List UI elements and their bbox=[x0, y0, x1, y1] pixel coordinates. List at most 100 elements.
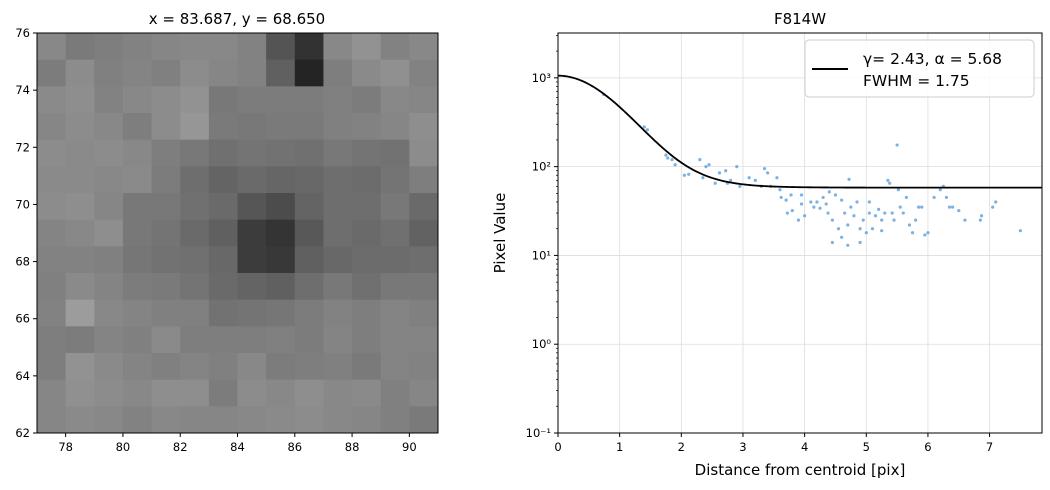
pixel-cell bbox=[380, 406, 410, 434]
pixel-cell bbox=[208, 113, 238, 141]
pixel-cell bbox=[37, 86, 67, 114]
y-ticks: 10⁻¹ 10⁰ 10¹ 10² 10³ bbox=[526, 35, 558, 440]
pixel-cell bbox=[122, 139, 153, 167]
y-tick-label: 68 bbox=[15, 255, 30, 269]
pixel-cell bbox=[409, 166, 439, 194]
pixel-cell bbox=[352, 246, 382, 274]
data-point bbox=[994, 200, 998, 204]
data-point bbox=[867, 211, 871, 215]
pixel-cell bbox=[37, 219, 67, 247]
pixel-cell bbox=[237, 353, 267, 381]
pixel-cell bbox=[208, 166, 238, 194]
pixel-cell bbox=[380, 139, 410, 167]
pixel-cell bbox=[352, 299, 382, 327]
pixel-cell bbox=[323, 353, 353, 381]
x-tick-label: 6 bbox=[924, 440, 931, 454]
data-point bbox=[830, 240, 834, 245]
pixel-cell bbox=[180, 33, 210, 61]
data-point bbox=[704, 165, 708, 169]
pixel-cell bbox=[266, 113, 296, 141]
x-tick-label: 7 bbox=[986, 440, 993, 454]
pixel-cell bbox=[237, 379, 267, 407]
x-ticks: 0 1 2 3 4 5 6 7 bbox=[554, 433, 993, 454]
y-tick-label: 10² bbox=[532, 160, 551, 174]
pixel-cell bbox=[208, 59, 238, 87]
x-tick-label: 88 bbox=[345, 440, 360, 454]
pixel-cell bbox=[237, 299, 267, 327]
pixel-cell bbox=[237, 59, 267, 87]
pixel-cell bbox=[122, 353, 153, 381]
pixel-cell bbox=[151, 219, 181, 247]
pixel-cell bbox=[294, 113, 324, 141]
data-point bbox=[729, 178, 733, 182]
data-point bbox=[766, 171, 770, 175]
pixel-cell bbox=[323, 86, 353, 114]
pixel-cell bbox=[380, 326, 410, 354]
pixel-cell bbox=[380, 113, 410, 141]
data-point bbox=[926, 231, 930, 235]
pixel-cell bbox=[237, 33, 267, 61]
pixel-cell bbox=[352, 406, 382, 434]
pixel-cell bbox=[294, 86, 324, 114]
pixel-cell bbox=[65, 193, 95, 221]
pixel-cell bbox=[180, 59, 210, 87]
pixel-cell bbox=[122, 273, 153, 301]
pixel-cell bbox=[180, 193, 210, 221]
data-point bbox=[735, 165, 739, 169]
pixel-cell bbox=[294, 406, 324, 434]
pixel-cell bbox=[266, 166, 296, 194]
y-tick-label: 10⁰ bbox=[532, 337, 552, 351]
pixel-cell bbox=[409, 299, 439, 327]
pixel-cell bbox=[266, 406, 296, 434]
data-point bbox=[799, 202, 804, 206]
y-axis-label: Pixel Value bbox=[491, 193, 509, 274]
data-point bbox=[836, 227, 841, 231]
y-tick-label: 76 bbox=[15, 26, 30, 40]
pixel-cell bbox=[180, 139, 210, 167]
pixel-cell bbox=[266, 219, 296, 247]
data-point bbox=[738, 184, 742, 188]
pixel-cell bbox=[409, 353, 439, 381]
pixel-cell bbox=[409, 219, 439, 247]
pixel-cell bbox=[352, 59, 382, 87]
pixel-cell bbox=[237, 193, 267, 221]
x-tick-label: 2 bbox=[678, 440, 685, 454]
pixel-cell bbox=[266, 59, 296, 87]
pixel-cell bbox=[237, 86, 267, 114]
pixel-cell bbox=[65, 113, 95, 141]
pixel-cell bbox=[65, 86, 95, 114]
pixel-cell bbox=[352, 139, 382, 167]
pixel-cell bbox=[94, 406, 124, 434]
data-point bbox=[724, 169, 728, 173]
y-tick-label: 10³ bbox=[532, 71, 552, 85]
data-point bbox=[687, 172, 691, 176]
pixel-cell bbox=[380, 219, 410, 247]
pixel-cell bbox=[208, 353, 238, 381]
pixel-cell bbox=[94, 219, 124, 247]
pixel-cell bbox=[94, 166, 124, 194]
data-point bbox=[880, 229, 884, 233]
pixel-cell bbox=[122, 246, 153, 274]
pixel-cell bbox=[294, 166, 324, 194]
pixel-cell bbox=[94, 353, 124, 381]
data-point bbox=[979, 214, 984, 218]
data-point bbox=[852, 214, 856, 218]
pixel-cell bbox=[65, 246, 95, 274]
data-point bbox=[779, 195, 783, 200]
pixel-cell bbox=[94, 59, 124, 87]
pixel-cell bbox=[208, 193, 238, 221]
pixel-cell bbox=[294, 273, 324, 301]
pixel-cell bbox=[208, 139, 238, 167]
pixel-cell bbox=[151, 193, 181, 221]
y-tick-label: 74 bbox=[15, 83, 30, 97]
pixel-cell bbox=[151, 273, 181, 301]
pixel-cell bbox=[208, 33, 238, 61]
pixel-cell bbox=[352, 273, 382, 301]
pixel-cell bbox=[237, 406, 267, 434]
data-point bbox=[701, 176, 705, 180]
data-point bbox=[818, 206, 822, 210]
pixel-cell bbox=[180, 299, 210, 327]
pixel-cell bbox=[208, 299, 238, 327]
pixel-cell bbox=[37, 59, 67, 87]
pixel-cell bbox=[37, 273, 67, 301]
